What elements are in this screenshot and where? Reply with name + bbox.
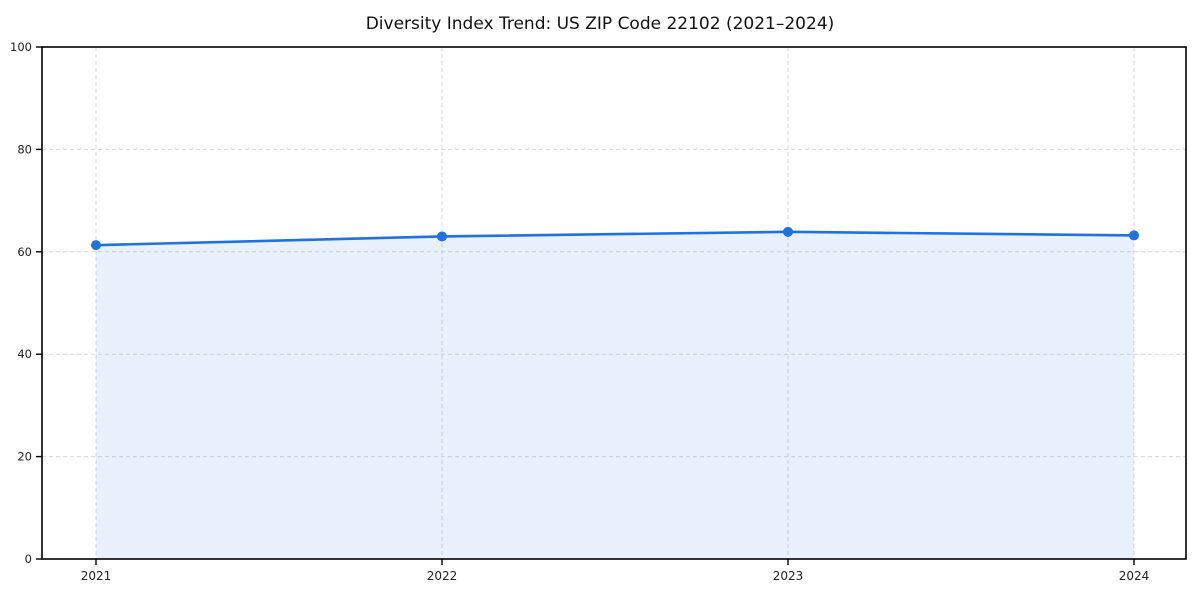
y-tick-label: 100 [10,40,32,54]
x-axis: 2021 2022 2023 2024 [81,559,1150,583]
plot-border [41,46,1187,560]
x-tick-label: 2022 [427,569,458,583]
y-tick-label: 40 [17,347,32,361]
data-point [437,231,447,242]
y-axis: 0 20 40 60 80 100 [10,40,42,566]
chart-title: Diversity Index Trend: US ZIP Code 22102… [365,14,835,34]
y-tick-label: 60 [17,245,32,259]
x-tick-label: 2024 [1119,569,1150,583]
data-point [1129,230,1139,241]
y-tick-label: 0 [25,552,32,566]
data-point [783,226,793,237]
y-tick-label: 80 [17,142,32,156]
data-point [91,240,101,251]
area-fill [96,231,1134,559]
data-points [91,226,1139,251]
trend-line [94,230,1136,247]
x-tick-label: 2023 [773,569,804,583]
x-tick-label: 2021 [81,569,112,583]
y-tick-label: 20 [17,450,32,464]
